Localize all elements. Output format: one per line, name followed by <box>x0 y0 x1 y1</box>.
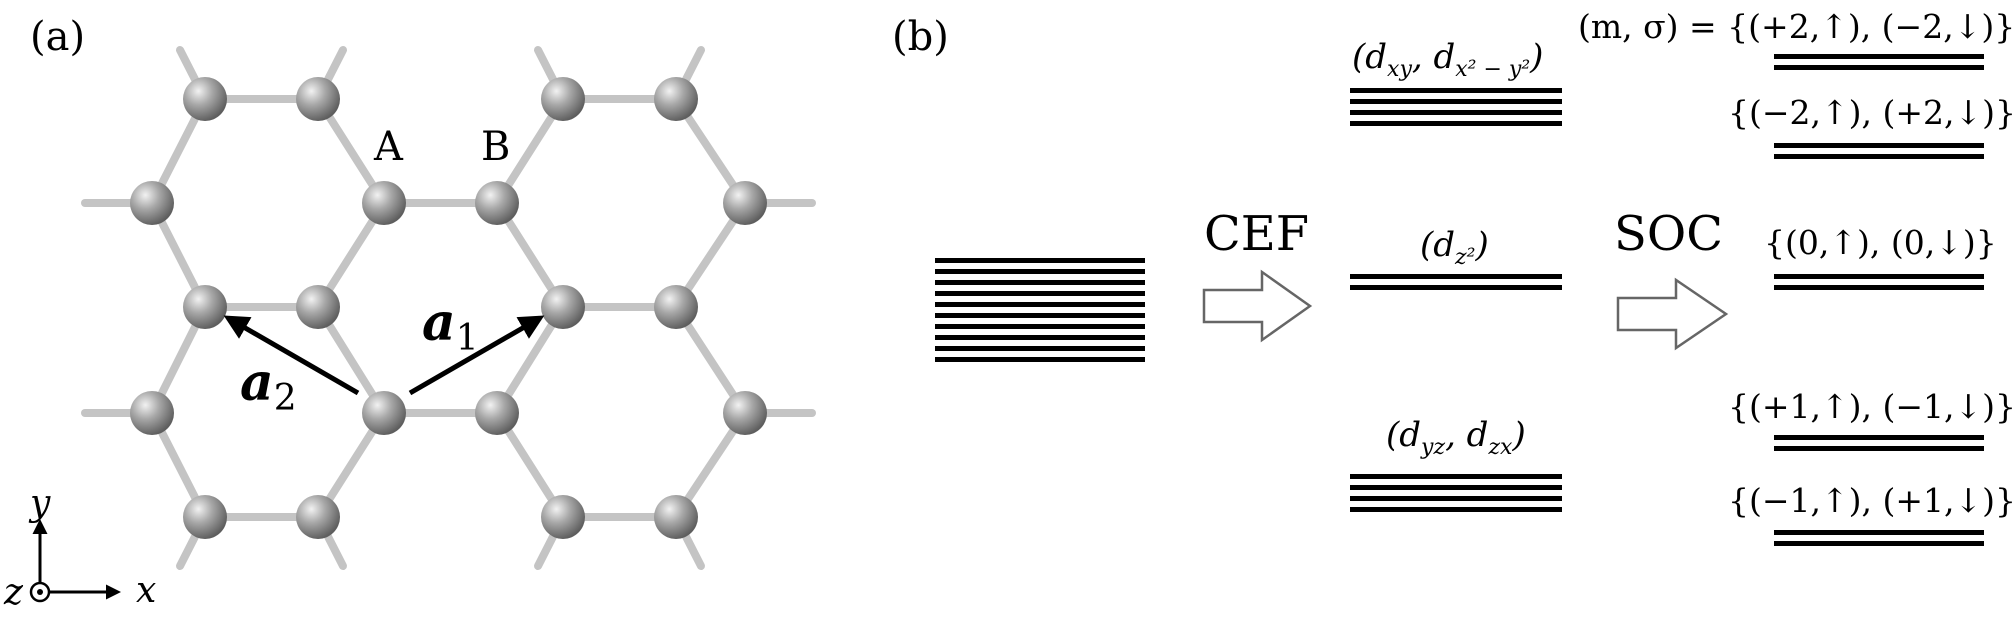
vector-a1-label: a1 <box>422 292 479 359</box>
atom <box>296 495 340 539</box>
degenerate-d-levels <box>935 258 1145 362</box>
atom <box>183 285 227 329</box>
atom <box>541 495 585 539</box>
atom <box>723 391 767 435</box>
orbital-xy-sub: xy <box>1387 57 1412 82</box>
cef-label: CEF <box>1204 206 1309 262</box>
atom <box>541 77 585 121</box>
atom <box>723 181 767 225</box>
orbital-xy-sub2: x² − y² <box>1455 57 1530 82</box>
state-header-label: (m, σ) = {(+2,↑), (−2,↓)} <box>1578 7 2015 46</box>
orbital-yz-sub: yz <box>1420 435 1445 460</box>
panel-a: (a) <box>3 14 816 613</box>
orbital-yz-label: (dyz, dzx) <box>1386 415 1526 460</box>
state-m-zero-label: {(0,↑), (0,↓)} <box>1764 223 1997 262</box>
orbital-yz-mid: , d <box>1445 415 1488 455</box>
orbital-xy-label: (dxy, dx² − y²) <box>1352 37 1543 82</box>
vector-a2-arrow <box>223 315 360 396</box>
level-m-plus2 <box>1774 54 1984 70</box>
site-a-label: A <box>373 124 404 170</box>
atom <box>183 77 227 121</box>
coordinate-axes: y x z <box>3 483 156 613</box>
state-m-minus1-label: {(−1,↑), (+1,↓)} <box>1728 481 2016 520</box>
orbital-yz-open: (d <box>1386 415 1421 455</box>
cef-arrow-icon <box>1202 269 1313 343</box>
panel-a-label: (a) <box>30 14 85 60</box>
orbital-xy-mid: , d <box>1412 37 1455 77</box>
soc-arrow-icon <box>1616 277 1729 351</box>
orbital-z2-sub: z² <box>1454 245 1475 270</box>
atom <box>654 495 698 539</box>
level-m-plus1 <box>1774 435 1984 451</box>
atom <box>130 181 174 225</box>
atom <box>654 77 698 121</box>
orbital-z2-close: ) <box>1474 225 1488 265</box>
atom <box>296 285 340 329</box>
vector-a1-subscript: 1 <box>456 318 479 359</box>
atom-site-a <box>362 181 406 225</box>
atom <box>541 285 585 329</box>
vector-a1-arrow <box>408 315 545 396</box>
level-m-zero <box>1774 274 1984 290</box>
atom-origin <box>362 391 406 435</box>
atom <box>475 391 519 435</box>
state-m-minus2-label: {(−2,↑), (+2,↓)} <box>1728 93 2016 132</box>
level-dyz-group <box>1350 474 1562 512</box>
level-dxy-group <box>1350 88 1562 126</box>
panel-b: (b) CEF (dxy, dx² − y²) <box>892 7 2016 546</box>
honeycomb-atoms <box>130 77 767 539</box>
panel-b-label: (b) <box>892 14 949 60</box>
atom <box>183 495 227 539</box>
vector-a2-subscript: 2 <box>274 378 297 419</box>
orbital-yz-sub2: zx <box>1487 435 1513 460</box>
orbital-yz-close: ) <box>1511 415 1525 455</box>
level-dz2-group <box>1350 274 1562 290</box>
vector-a1-symbol: a <box>422 292 456 353</box>
axis-z-label: z <box>3 572 24 613</box>
orbital-z2-open: (d <box>1420 225 1455 265</box>
state-m-plus1-label: {(+1,↑), (−1,↓)} <box>1728 387 2016 426</box>
atom <box>296 77 340 121</box>
level-m-minus1 <box>1774 530 1984 546</box>
axis-x-label: x <box>136 570 156 611</box>
site-b-label: B <box>481 124 510 170</box>
atom <box>130 391 174 435</box>
axis-y-label: y <box>28 483 51 524</box>
vector-a2-label: a2 <box>240 352 297 419</box>
vector-a2-symbol: a <box>240 352 274 413</box>
atom-site-b <box>475 181 519 225</box>
level-m-minus2 <box>1774 143 1984 159</box>
orbital-xy-open: (d <box>1352 37 1387 77</box>
atom <box>654 285 698 329</box>
orbital-xy-close: ) <box>1529 37 1543 77</box>
soc-label: SOC <box>1614 206 1723 262</box>
orbital-z2-label: (dz²) <box>1420 225 1489 270</box>
